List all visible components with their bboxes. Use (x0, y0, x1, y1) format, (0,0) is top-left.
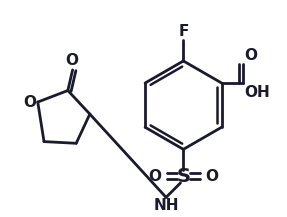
Text: S: S (177, 167, 190, 186)
Text: O: O (148, 169, 161, 184)
Text: F: F (178, 24, 189, 39)
Text: O: O (65, 53, 78, 68)
Text: OH: OH (245, 85, 270, 100)
Text: NH: NH (153, 198, 179, 213)
Text: O: O (23, 95, 36, 110)
Text: O: O (205, 169, 218, 184)
Text: O: O (245, 48, 258, 63)
